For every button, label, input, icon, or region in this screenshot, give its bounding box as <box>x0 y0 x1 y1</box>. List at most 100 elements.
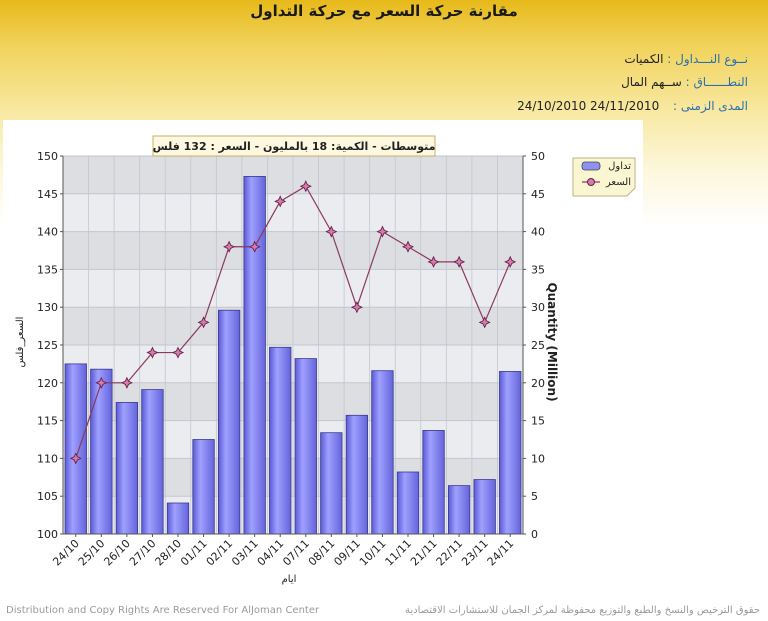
y-left-tick-label: 135 <box>37 263 58 276</box>
scope-value: ســهم المال <box>621 75 682 89</box>
y-left-tick-label: 150 <box>37 150 58 163</box>
period-value: 24/10/2010 24/11/2010 <box>517 99 660 113</box>
price-marker <box>376 225 389 238</box>
y-right-tick-label: 40 <box>531 226 545 239</box>
trade-type-value: الكميات <box>624 52 664 66</box>
volume-bar <box>320 432 343 535</box>
volume-bar <box>115 402 139 535</box>
x-tick-label: 08/11 <box>306 537 338 569</box>
y-left-tick-label: 110 <box>37 452 58 465</box>
volume-bar <box>473 479 496 535</box>
price-marker <box>478 316 491 329</box>
volume-bar <box>217 309 241 535</box>
price-marker <box>223 240 236 253</box>
x-tick-label: 10/11 <box>357 537 389 569</box>
volume-bar <box>396 471 420 535</box>
x-axis-title: ايام <box>282 574 297 585</box>
volume-bar <box>90 368 113 535</box>
x-tick-label: 07/11 <box>280 537 312 569</box>
volume-bar <box>345 414 369 535</box>
y-left-tick-label: 125 <box>37 339 58 352</box>
volume-bar <box>447 485 471 535</box>
y-left-tick-label: 115 <box>37 415 58 428</box>
chart-title: متوسطات - الكمية: 18 بالمليون - السعر : … <box>153 140 436 153</box>
volume-bar <box>269 346 292 535</box>
legend-swatch-bar <box>581 161 601 171</box>
volume-bar <box>499 371 522 535</box>
y-right-tick-label: 20 <box>531 377 545 390</box>
scope-label: النطــــــاق : <box>685 75 748 89</box>
x-tick-label: 02/11 <box>204 537 236 569</box>
x-tick-label: 28/10 <box>153 537 185 569</box>
x-tick-label: 24/10 <box>50 537 82 569</box>
y-right-tick-label: 5 <box>531 490 538 503</box>
y-right-tick-label: 45 <box>531 188 545 201</box>
volume-bar <box>371 370 394 535</box>
price-marker <box>504 255 517 268</box>
price-marker <box>120 376 133 389</box>
price-marker <box>325 225 338 238</box>
x-tick-label: 25/10 <box>76 537 108 569</box>
x-tick-label: 26/10 <box>101 537 133 569</box>
x-tick-label: 11/11 <box>383 537 415 569</box>
y-left-tick-label: 120 <box>37 377 58 390</box>
legend-label-volume: تداول <box>608 161 631 172</box>
x-tick-label: 01/11 <box>178 537 210 569</box>
price-marker <box>427 255 440 268</box>
y-right-tick-label: 35 <box>531 263 545 276</box>
y-right-tick-label: 10 <box>531 452 545 465</box>
y-left-tick-label: 130 <box>37 301 58 314</box>
x-tick-label: 24/11 <box>485 537 517 569</box>
volume-bar <box>243 176 266 535</box>
chart-panel: 100 105 110 115 120 125 130 135 140 145 150 0 5 10 15 2… <box>3 120 643 590</box>
price-marker <box>146 346 159 359</box>
footer-copyright-en: Distribution and Copy Rights Are Reserve… <box>6 605 320 616</box>
volume-bar <box>166 502 190 535</box>
price-marker <box>248 240 261 253</box>
chart-svg: 100 105 110 115 120 125 130 135 140 145 150 0 5 10 15 2… <box>15 135 636 585</box>
page-title: مقارنة حركة السعر مع حركة التداول <box>250 2 518 20</box>
trade-type-label: نــوع النـــداول : <box>667 52 748 66</box>
price-marker <box>350 301 363 314</box>
volume-bar <box>64 363 87 535</box>
y-axis-right-title: Quantity (Million) <box>545 282 559 401</box>
x-tick-label: 23/11 <box>459 537 491 569</box>
price-marker <box>299 180 312 193</box>
y-right-tick-label: 30 <box>531 301 545 314</box>
y-left-tick-label: 105 <box>37 490 58 503</box>
period-row: المدى الزمنى : 24/10/2010 24/11/2010 <box>517 99 748 113</box>
price-marker <box>453 255 466 268</box>
y-axis-left-title: السعر_فلس <box>15 317 26 368</box>
price-marker <box>274 195 287 208</box>
price-marker <box>197 316 210 329</box>
x-tick-label: 21/11 <box>408 537 440 569</box>
x-tick-label: 04/11 <box>255 537 287 569</box>
volume-bar <box>294 358 317 535</box>
x-tick-label: 03/11 <box>229 537 261 569</box>
chart-title-box <box>152 135 436 157</box>
scope-row: النطــــــاق : ســهم المال <box>621 75 748 89</box>
volume-bar <box>141 389 164 535</box>
volume-bar <box>422 430 445 535</box>
price-marker <box>95 376 108 389</box>
x-tick-label: 22/11 <box>434 537 466 569</box>
y-left-tick-label: 100 <box>37 528 58 541</box>
period-label: المدى الزمنى : <box>673 99 748 113</box>
y-right-tick-label: 0 <box>531 528 538 541</box>
price-marker <box>401 240 415 253</box>
price-marker <box>69 452 82 465</box>
price-marker <box>171 346 185 359</box>
legend-label-price: السعر <box>605 177 631 188</box>
y-right-tick-label: 50 <box>531 150 545 163</box>
legend: تداول السعر <box>572 157 636 197</box>
legend-swatch-marker <box>587 178 595 186</box>
y-right-tick-label: 25 <box>531 339 545 352</box>
x-tick-label: 09/11 <box>331 537 363 569</box>
trade-type-row: نــوع النـــداول : الكميات <box>624 52 748 66</box>
footer-copyright-ar: حقوق الترخيص والنسخ والطبع والتوزيع محفو… <box>404 605 760 616</box>
volume-bar <box>192 439 215 535</box>
y-right-tick-label: 15 <box>531 415 545 428</box>
y-left-tick-label: 140 <box>37 226 58 239</box>
x-tick-label: 27/10 <box>127 537 159 569</box>
y-left-tick-label: 145 <box>37 188 58 201</box>
